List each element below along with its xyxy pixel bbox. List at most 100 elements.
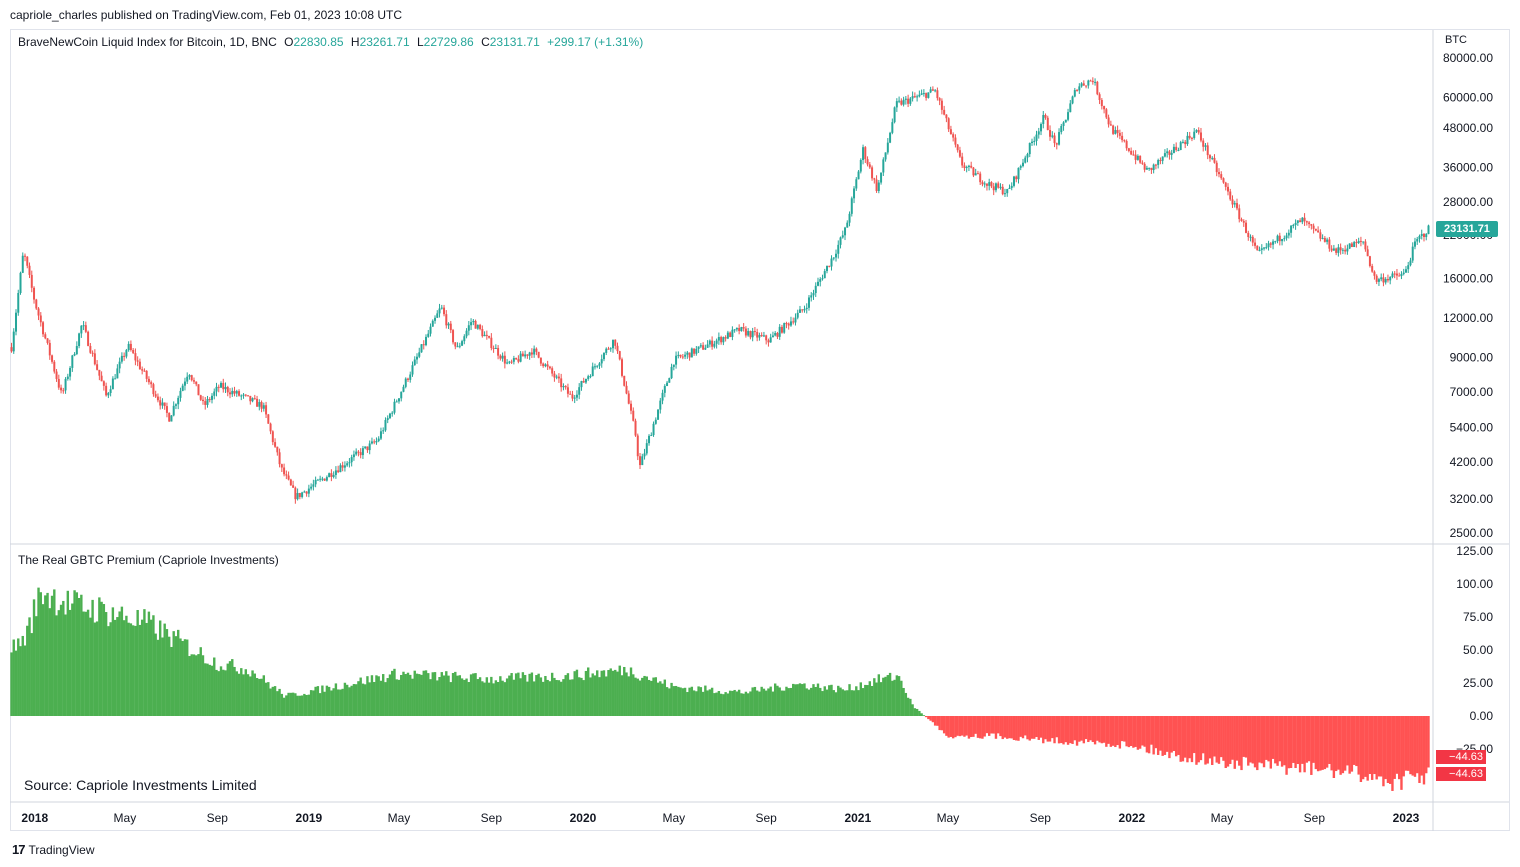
premium-bar (1015, 716, 1018, 741)
premium-bar (188, 656, 191, 716)
candle-body (395, 401, 398, 403)
premium-bar (350, 685, 353, 716)
candle-body (1233, 203, 1236, 205)
premium-bar (222, 669, 225, 716)
candle-body (1080, 83, 1083, 87)
candle-body (440, 307, 443, 309)
premium-bar (149, 619, 153, 716)
premium-bar (1066, 716, 1070, 745)
candle-body (269, 423, 272, 432)
candle-body (1026, 154, 1029, 158)
candle-body (1186, 135, 1189, 145)
premium-bar (1120, 716, 1124, 742)
candle-body (78, 333, 81, 347)
candle-body (170, 415, 173, 422)
candle-body (715, 340, 718, 344)
candle-body (364, 446, 367, 449)
candle-body (1427, 225, 1430, 235)
candle-body (704, 347, 707, 350)
premium-bar (179, 638, 182, 716)
candle-body (1254, 242, 1257, 246)
candle-body (1087, 80, 1090, 86)
candle-body (109, 389, 112, 393)
candle-body (1305, 221, 1308, 223)
premium-bar (251, 670, 254, 716)
footer-brand[interactable]: 17 TradingView (12, 842, 95, 857)
candle-body (794, 317, 797, 323)
premium-bar (1307, 716, 1311, 762)
candle-body (792, 321, 795, 323)
candle-body (1236, 203, 1239, 209)
premium-bar (1337, 716, 1340, 770)
premium-bar (204, 663, 207, 716)
candle-body (89, 345, 92, 353)
candle-body (134, 353, 137, 361)
candle-body (1069, 103, 1072, 113)
premium-bar (107, 626, 110, 716)
candle-body (848, 213, 851, 223)
candle-body (760, 335, 763, 337)
candle-body (425, 336, 428, 346)
candle-body (1292, 225, 1295, 227)
candle-body (591, 366, 594, 377)
candle-body (391, 412, 394, 414)
premium-bar (1028, 716, 1031, 741)
candle-body (1127, 148, 1130, 151)
premium-bar (17, 638, 20, 716)
candle-body (711, 340, 714, 347)
premium-bar (21, 635, 24, 716)
premium-bar (1265, 716, 1268, 760)
candle-body (370, 441, 373, 444)
candle-body (1296, 220, 1299, 223)
premium-bar (86, 609, 90, 716)
premium-bar (391, 670, 394, 716)
candle-body (1208, 155, 1211, 159)
candle-body (179, 390, 182, 398)
candle-body (670, 366, 673, 379)
candle-body (614, 339, 617, 346)
candle-body (28, 265, 31, 275)
premium-bar (231, 659, 234, 716)
candle-body (1152, 164, 1155, 171)
candle-body (1172, 146, 1175, 153)
premium-bar (217, 671, 220, 716)
candle-body (1265, 247, 1268, 249)
candle-body (303, 491, 306, 493)
candle-body (1015, 176, 1018, 180)
candle-body (499, 355, 502, 359)
candle-body (147, 378, 150, 383)
candle-body (276, 446, 279, 453)
premium-bar (445, 671, 448, 716)
candle-body (593, 366, 596, 368)
premium-bar (992, 716, 995, 734)
premium-bar (282, 697, 286, 716)
candle-body (666, 382, 669, 386)
candle-body (688, 352, 691, 358)
candle-body (726, 332, 729, 339)
premium-bar (348, 687, 351, 716)
indicator-value-badge: −44.63 (1436, 750, 1486, 764)
candle-body (855, 179, 858, 189)
candle-body (481, 329, 484, 337)
premium-bar (807, 689, 811, 716)
candle-body (891, 122, 894, 133)
premium-bar (1096, 716, 1099, 741)
candle-body (927, 92, 930, 98)
candle-body (1112, 125, 1115, 134)
premium-bar (300, 695, 304, 716)
premium-bar (553, 677, 556, 716)
premium-bar (787, 688, 790, 716)
premium-bar (323, 691, 326, 716)
candle-body (1213, 157, 1216, 163)
premium-bar (143, 609, 146, 716)
premium-bar (384, 682, 387, 716)
candle-body (938, 98, 941, 101)
premium-bar (1359, 716, 1363, 783)
premium-bar (722, 694, 725, 716)
candle-body (573, 397, 576, 399)
premium-bar (1069, 716, 1072, 744)
premium-bar (1271, 716, 1275, 759)
candle-body (751, 331, 754, 338)
premium-bar (512, 679, 516, 716)
